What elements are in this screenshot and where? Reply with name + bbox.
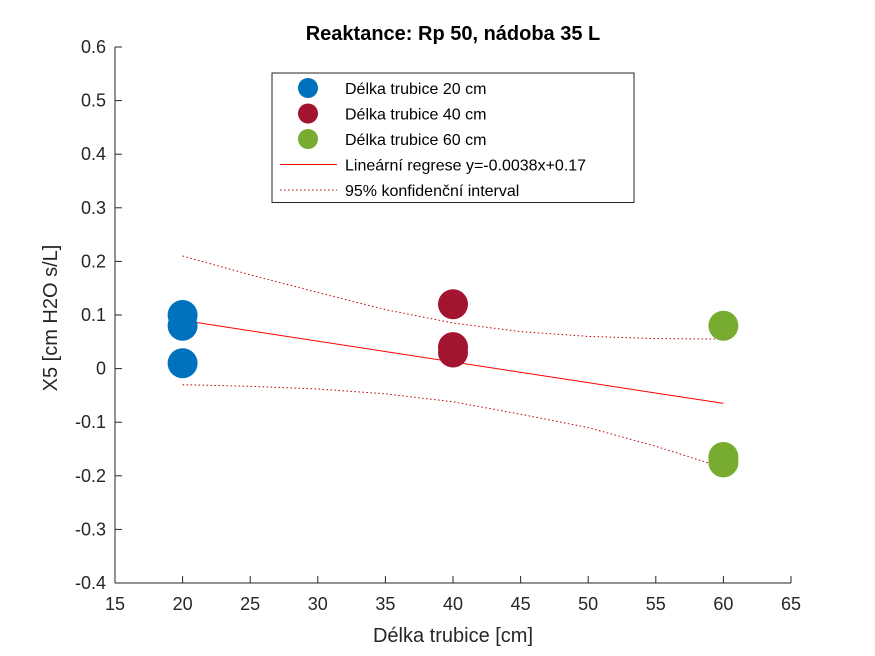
y-tick-label: 0.6: [81, 37, 106, 57]
scatter-point: [708, 310, 739, 341]
y-axis-label: X5 [cm H2O s/L]: [40, 245, 62, 392]
x-tick-label: 35: [375, 594, 395, 614]
x-tick-label: 45: [511, 594, 531, 614]
y-tick-label: 0.3: [81, 198, 106, 218]
y-tick-label: -0.4: [75, 573, 106, 593]
legend-entry: 95% konfidenční interval: [345, 183, 519, 200]
legend-entry: Délka trubice 20 cm: [345, 81, 486, 98]
y-tick-label: 0.4: [81, 144, 106, 164]
plot-area: 15 20 25 30 35 40 45 50 55 60 65 -0.4 -0.3 -0.2 -0.1 0 0…: [75, 37, 801, 614]
legend-marker: [298, 129, 318, 149]
legend-entry: Délka trubice 40 cm: [345, 107, 486, 124]
x-tick-label: 25: [240, 594, 260, 614]
x-tick-label: 15: [105, 594, 125, 614]
x-tick-label: 30: [308, 594, 328, 614]
scatter-point: [167, 348, 198, 379]
legend-box: [271, 72, 635, 203]
legend-entry: Délka trubice 60 cm: [345, 132, 486, 149]
y-tick-label: 0.5: [81, 91, 106, 111]
scatter-point: [167, 310, 198, 341]
y-tick-label: -0.1: [75, 412, 106, 432]
x-tick-label: 60: [713, 594, 733, 614]
x-tick-label: 55: [646, 594, 666, 614]
chart-title: Reaktance: Rp 50, nádoba 35 L: [306, 23, 601, 45]
x-axis-label: Délka trubice [cm]: [373, 625, 533, 647]
x-tick-label: 20: [173, 594, 193, 614]
legend-marker: [298, 78, 318, 98]
x-tick-label: 40: [443, 594, 463, 614]
legend-entry: Lineární regrese y=-0.0038x+0.17: [345, 158, 586, 175]
y-tick-label: 0: [96, 359, 106, 379]
scatter-point: [438, 337, 468, 368]
confidence-interval-line: [182, 255, 724, 340]
x-tick-label: 65: [781, 594, 801, 614]
scatter-point: [708, 447, 739, 478]
legend-marker: [298, 103, 318, 124]
x-tick-label: 50: [578, 594, 598, 614]
scatter-point: [438, 289, 468, 320]
y-tick-label: 0.1: [81, 305, 106, 325]
y-tick-label: 0.2: [81, 251, 106, 271]
legend: Délka trubice 20 cm Délka trubice 40 cm Dé…: [271, 72, 635, 203]
y-tick-label: -0.3: [75, 519, 106, 539]
y-tick-label: -0.2: [75, 466, 106, 486]
